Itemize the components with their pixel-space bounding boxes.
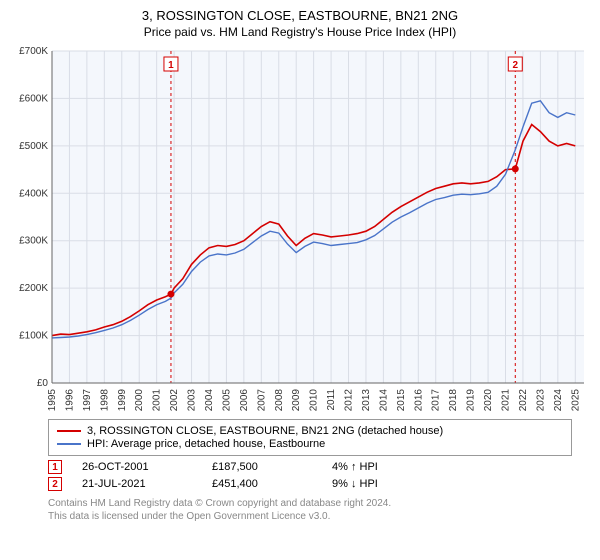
svg-text:2022: 2022: [518, 389, 529, 412]
legend: 3, ROSSINGTON CLOSE, EASTBOURNE, BN21 2N…: [48, 419, 572, 456]
svg-text:2006: 2006: [239, 389, 250, 412]
svg-text:2007: 2007: [256, 389, 267, 412]
svg-text:£700K: £700K: [19, 46, 48, 57]
svg-text:2025: 2025: [570, 389, 581, 412]
svg-text:2001: 2001: [152, 389, 163, 412]
svg-text:2005: 2005: [221, 389, 232, 412]
legend-label: 3, ROSSINGTON CLOSE, EASTBOURNE, BN21 2N…: [87, 425, 443, 437]
svg-text:2024: 2024: [553, 389, 564, 412]
svg-text:1999: 1999: [117, 389, 128, 412]
footer-line-2: This data is licensed under the Open Gov…: [48, 510, 572, 523]
page-subtitle: Price paid vs. HM Land Registry's House …: [8, 25, 592, 39]
data-point-row: 2 21-JUL-2021 £451,400 9% ↓ HPI: [48, 477, 572, 491]
legend-label: HPI: Average price, detached house, East…: [87, 438, 325, 450]
page-title: 3, ROSSINGTON CLOSE, EASTBOURNE, BN21 2N…: [8, 8, 592, 23]
svg-text:2019: 2019: [466, 389, 477, 412]
svg-text:2012: 2012: [344, 389, 355, 412]
svg-text:2003: 2003: [187, 389, 198, 412]
svg-text:2015: 2015: [396, 389, 407, 412]
svg-text:2023: 2023: [535, 389, 546, 412]
svg-text:2016: 2016: [413, 389, 424, 412]
svg-text:£600K: £600K: [19, 93, 48, 104]
footer-line-1: Contains HM Land Registry data © Crown c…: [48, 497, 572, 510]
svg-text:2000: 2000: [134, 389, 145, 412]
svg-text:1: 1: [168, 60, 174, 71]
dp-date: 26-OCT-2001: [82, 461, 192, 473]
svg-text:1995: 1995: [47, 389, 58, 412]
dp-date: 21-JUL-2021: [82, 478, 192, 490]
svg-text:2008: 2008: [274, 389, 285, 412]
svg-text:2017: 2017: [431, 389, 442, 412]
svg-text:2020: 2020: [483, 389, 494, 412]
svg-text:£100K: £100K: [19, 331, 48, 342]
svg-text:2004: 2004: [204, 389, 215, 412]
marker-badge: 2: [48, 477, 62, 491]
svg-text:2010: 2010: [309, 389, 320, 412]
data-points-table: 1 26-OCT-2001 £187,500 4% ↑ HPI 2 21-JUL-2021…: [48, 460, 572, 491]
marker-badge: 1: [48, 460, 62, 474]
legend-item: HPI: Average price, detached house, East…: [57, 438, 563, 450]
svg-text:2011: 2011: [326, 389, 337, 411]
svg-text:1998: 1998: [99, 389, 110, 412]
data-point-row: 1 26-OCT-2001 £187,500 4% ↑ HPI: [48, 460, 572, 474]
svg-text:2002: 2002: [169, 389, 180, 412]
svg-text:2018: 2018: [448, 389, 459, 412]
svg-text:£0: £0: [37, 378, 49, 389]
price-chart: £0 £100K £200K £300K £400K £500K £600K £700K 199…: [8, 43, 592, 413]
legend-item: 3, ROSSINGTON CLOSE, EASTBOURNE, BN21 2N…: [57, 425, 563, 437]
svg-text:2014: 2014: [378, 389, 389, 412]
svg-text:£300K: £300K: [19, 236, 48, 247]
svg-text:2013: 2013: [361, 389, 372, 412]
footer-attribution: Contains HM Land Registry data © Crown c…: [48, 497, 572, 523]
legend-swatch: [57, 443, 81, 445]
dp-price: £451,400: [212, 478, 312, 490]
legend-swatch: [57, 430, 81, 432]
svg-text:£200K: £200K: [19, 283, 48, 294]
dp-diff: 9% ↓ HPI: [332, 478, 378, 490]
dp-price: £187,500: [212, 461, 312, 473]
svg-text:£400K: £400K: [19, 188, 48, 199]
dp-diff: 4% ↑ HPI: [332, 461, 378, 473]
svg-text:2009: 2009: [291, 389, 302, 412]
svg-text:1996: 1996: [64, 389, 75, 412]
svg-text:2021: 2021: [501, 389, 512, 412]
svg-text:2: 2: [512, 60, 518, 71]
svg-text:1997: 1997: [82, 389, 93, 412]
svg-text:£500K: £500K: [19, 141, 48, 152]
